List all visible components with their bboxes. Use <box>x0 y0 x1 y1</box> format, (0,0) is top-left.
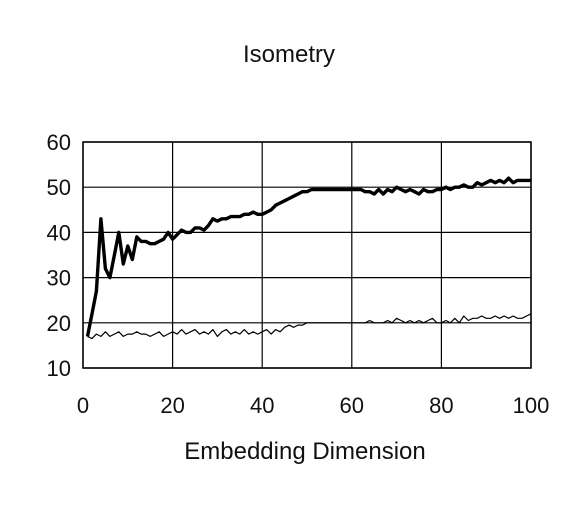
y-tick-label-10: 10 <box>47 356 71 381</box>
y-tick-label-20: 20 <box>47 311 71 336</box>
y-tick-label-50: 50 <box>47 175 71 200</box>
y-tick-label-30: 30 <box>47 266 71 291</box>
y-tick-label-40: 40 <box>47 220 71 245</box>
x-tick-label-0: 0 <box>77 393 89 418</box>
x-axis-label: Embedding Dimension <box>184 438 425 465</box>
x-tick-label-40: 40 <box>250 393 274 418</box>
grid <box>82 141 532 369</box>
x-tick-label-80: 80 <box>429 393 453 418</box>
y-tick-label-60: 60 <box>47 130 71 155</box>
x-tick-labels: 0 20 40 60 80 100 <box>77 393 549 418</box>
x-tick-label-60: 60 <box>340 393 364 418</box>
x-tick-label-20: 20 <box>160 393 184 418</box>
y-tick-labels: 10 20 30 40 50 60 <box>47 130 71 381</box>
plot-frame <box>82 141 532 369</box>
series-lines <box>85 176 532 340</box>
series-line-2 <box>87 313 532 340</box>
chart-title: Isometry <box>243 41 335 68</box>
series-line-1 <box>85 176 531 337</box>
x-tick-label-100: 100 <box>513 393 550 418</box>
